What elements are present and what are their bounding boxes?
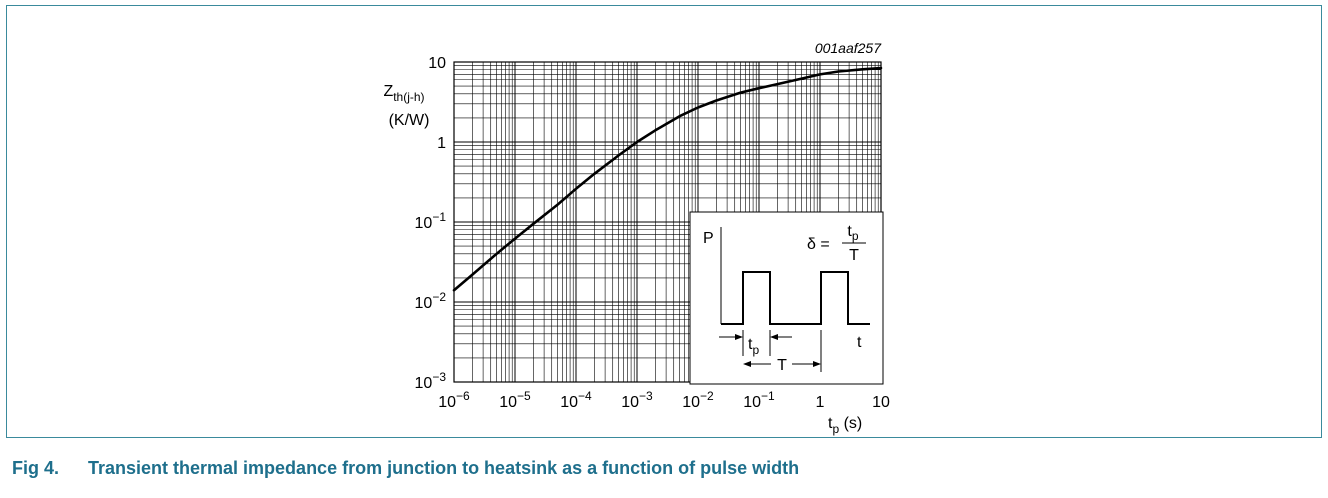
x-tick-label: 10−3 bbox=[621, 389, 653, 411]
figure-divider bbox=[6, 437, 1322, 438]
inset: P t δ = tp T tp T bbox=[689, 211, 884, 385]
x-tick-label: 10−5 bbox=[499, 389, 531, 411]
y-tick-label: 10−2 bbox=[415, 290, 447, 312]
x-axis-label: tp (s) bbox=[828, 415, 862, 436]
inset-pulse-train bbox=[721, 271, 870, 325]
inset-p-label: P bbox=[703, 230, 714, 247]
tick-labels: 10−6 10−5 10−4 10−3 10−2 10−1 1 10 10 1 10−1 10−2 10… bbox=[415, 55, 890, 411]
impedance-curve bbox=[452, 66, 883, 292]
inset-delta-denominator: T bbox=[849, 247, 859, 264]
figure-caption-text: Transient thermal impedance from junctio… bbox=[88, 458, 800, 478]
inset-tp-right-arrowhead bbox=[770, 334, 778, 340]
figure-caption: Fig 4. Transient thermal impedance from j… bbox=[12, 458, 799, 479]
inset-period-right-arrowhead bbox=[813, 361, 821, 367]
chart: 10−6 10−5 10−4 10−3 10−2 10−1 1 10 10 1 10−1 10−2 10… bbox=[383, 40, 890, 436]
inset-tp-left-arrowhead bbox=[735, 334, 743, 340]
y-tick-label: 10 bbox=[428, 55, 446, 72]
inset-delta-lhs: δ = bbox=[807, 236, 830, 253]
inset-period-left-arrowhead bbox=[743, 361, 751, 367]
y-tick-label: 10−1 bbox=[415, 210, 447, 232]
x-tick-label: 10−6 bbox=[438, 389, 470, 411]
figure-number: Fig 4. bbox=[12, 458, 60, 478]
inset-box bbox=[689, 211, 884, 385]
curve-layer bbox=[452, 66, 883, 292]
x-tick-label: 10−2 bbox=[682, 389, 714, 411]
y-tick-label: 1 bbox=[437, 135, 446, 152]
y-tick-label: 10−3 bbox=[415, 370, 447, 392]
x-tick-label: 10 bbox=[872, 394, 890, 411]
y-axis-unit: (K/W) bbox=[389, 112, 430, 129]
inset-delta-numerator: tp bbox=[847, 223, 858, 243]
x-tick-label: 10−4 bbox=[560, 389, 592, 411]
inset-t-label: t bbox=[857, 334, 862, 351]
figure-id-label: 001aaf257 bbox=[815, 40, 882, 56]
x-tick-label: 1 bbox=[816, 394, 825, 411]
x-tick-label: 10−1 bbox=[743, 389, 775, 411]
y-axis-label: Zth(j-h) bbox=[383, 83, 424, 104]
inset-period-label: T bbox=[777, 357, 787, 374]
inset-tp-label: tp bbox=[748, 336, 759, 357]
figure-frame bbox=[6, 5, 1322, 438]
